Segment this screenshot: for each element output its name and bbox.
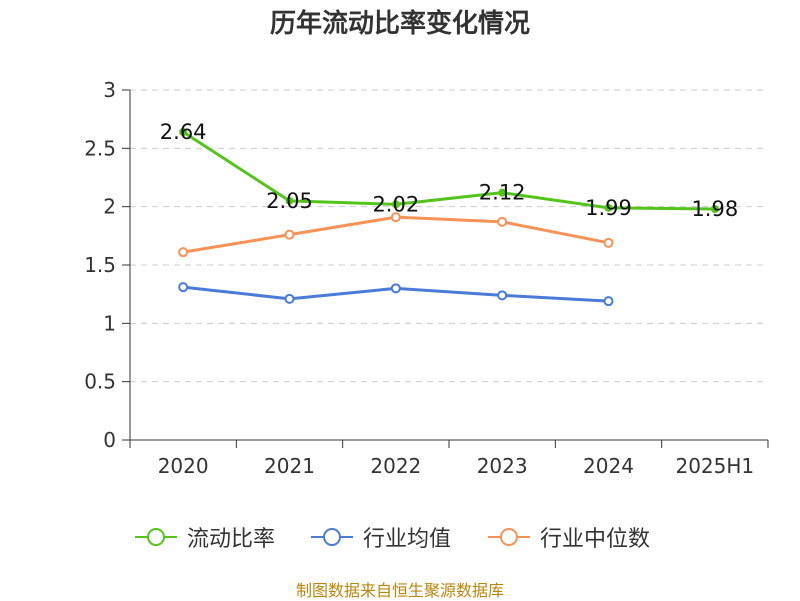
data-label: 2.02 [372, 192, 419, 216]
data-point [497, 290, 508, 301]
data-point [285, 196, 294, 205]
y-tick-label: 0.5 [84, 370, 116, 394]
data-point [603, 296, 614, 307]
y-tick-label: 2 [103, 195, 116, 219]
data-point [284, 229, 295, 240]
legend-line-marker-icon [311, 528, 353, 546]
y-tick-label: 1.5 [84, 253, 116, 277]
data-point [604, 203, 613, 212]
legend-label: 流动比率 [187, 527, 276, 552]
y-tick-label: 3 [103, 78, 116, 102]
data-labels: 2.64 2.05 2.02 2.12 1.99 1.98 [160, 120, 738, 221]
data-point [603, 237, 614, 248]
gridlines [130, 89, 768, 383]
chart-title: 历年流动比率变化情况 [269, 9, 530, 39]
data-label: 2.05 [266, 189, 313, 213]
x-tick-label: 2025H1 [675, 454, 754, 478]
y-tick-label: 2.5 [84, 136, 116, 160]
data-point [390, 212, 401, 223]
legend: 流动比率 行业均值 行业中位数 [0, 520, 800, 554]
data-point [179, 128, 188, 136]
y-tick-label: 0 [103, 428, 116, 452]
data-point [390, 283, 401, 294]
legend-line-marker-icon [135, 528, 177, 546]
x-tick-label: 2024 [583, 454, 634, 478]
data-label: 1.99 [585, 196, 632, 220]
series [178, 128, 719, 307]
x-tick-label: 2023 [477, 454, 528, 478]
data-point [497, 216, 508, 227]
x-tick-label: 2022 [370, 454, 421, 478]
y-tick-label: 1 [103, 311, 116, 335]
legend-label: 行业中位数 [540, 527, 651, 552]
legend-item-current-ratio[interactable]: 流动比率 [133, 520, 275, 554]
series-line [182, 215, 609, 254]
data-point [498, 188, 507, 197]
data-point [391, 200, 400, 209]
legend-line-marker-icon [488, 528, 530, 546]
legend-item-industry-median[interactable]: 行业中位数 [486, 520, 650, 554]
data-source-note: 制图数据来自恒生聚源数据库 [295, 581, 504, 600]
data-label: 2.12 [479, 181, 526, 205]
legend-item-industry-mean[interactable]: 行业均值 [309, 520, 451, 554]
x-tick-label: 2020 [158, 454, 209, 478]
data-point [178, 282, 189, 293]
axes: 0 0.5 1 1.5 2 2.5 3 2020 2021 2022 2023 2024 2025H1 [84, 78, 769, 478]
legend-label: 行业均值 [363, 527, 452, 552]
data-point [284, 293, 295, 304]
data-point [710, 205, 719, 213]
data-label: 2.64 [160, 120, 207, 144]
data-label: 1.98 [691, 197, 738, 221]
x-tick-label: 2021 [264, 454, 315, 478]
series-line [182, 130, 715, 211]
data-point [178, 247, 189, 258]
